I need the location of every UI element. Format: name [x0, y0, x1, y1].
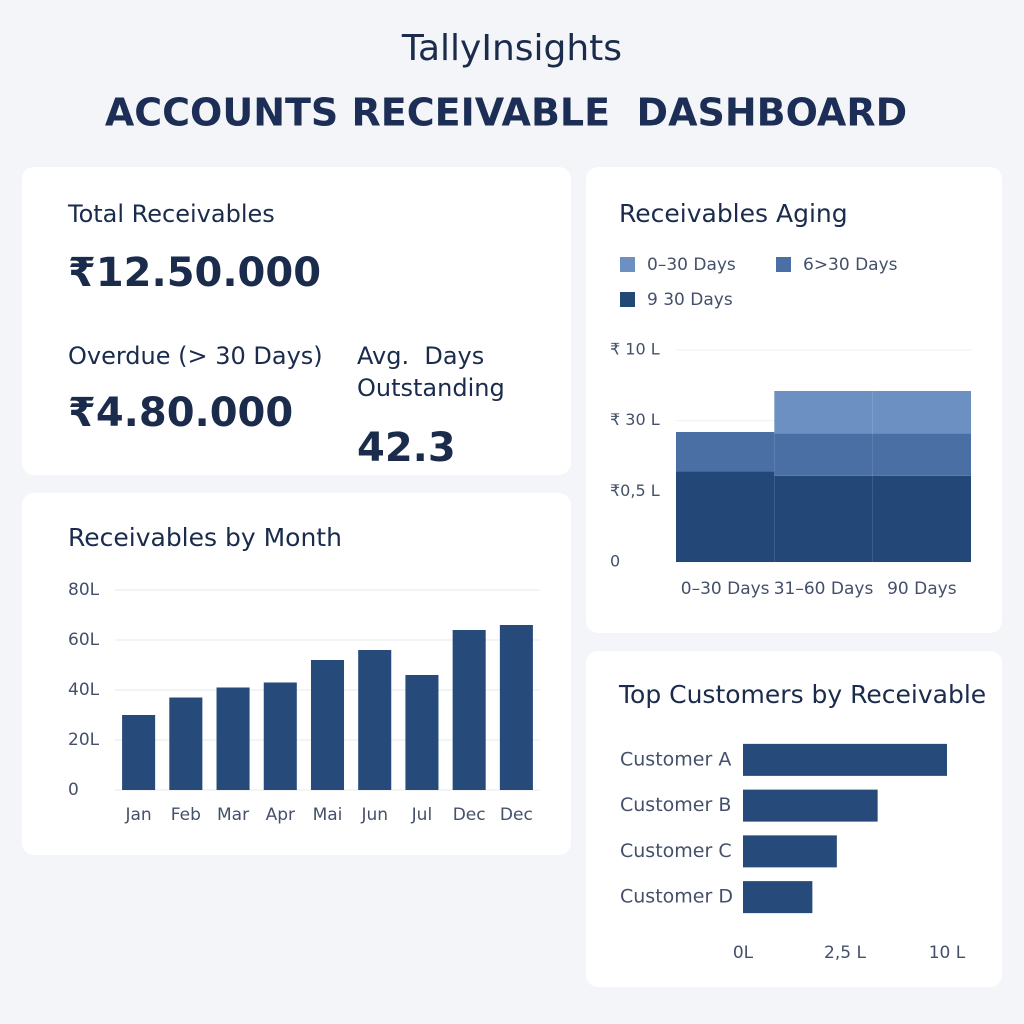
- x-tick-label: Mai: [313, 805, 343, 825]
- x-tick-label: 0–30 Days: [681, 579, 770, 599]
- y-tick-label: 0: [68, 780, 79, 800]
- bar-segment: [872, 390, 971, 434]
- kpi-label: Overdue (> 30 Days): [68, 342, 323, 370]
- legend-label: 9 30 Days: [647, 290, 733, 310]
- bar: [358, 650, 392, 790]
- x-tick-label: 2,5 L: [824, 943, 866, 963]
- legend-swatch: [620, 257, 635, 272]
- x-tick-label: Feb: [171, 805, 201, 825]
- bar: [169, 697, 203, 790]
- bar: [122, 715, 156, 790]
- chart-title: Top Customers by Receivable: [618, 680, 986, 709]
- bar-segment: [774, 390, 873, 434]
- bar: [263, 682, 297, 790]
- y-tick-label: 20L: [68, 730, 100, 750]
- x-tick-label: Jun: [360, 805, 388, 825]
- bar: [743, 789, 878, 822]
- y-tick-label: 80L: [68, 580, 100, 600]
- kpi-value: ₹12.50.000: [68, 250, 321, 296]
- x-tick-label: 0L: [733, 943, 754, 963]
- kpi-card: [22, 167, 571, 475]
- chart-title: Receivables by Month: [68, 523, 342, 552]
- x-tick-label: 31–60 Days: [774, 579, 874, 599]
- app-title: TallyInsights: [401, 28, 622, 69]
- bar-segment: [872, 433, 971, 476]
- bar: [310, 660, 345, 790]
- kpi-label: Avg. Days Outstanding: [357, 342, 505, 402]
- x-tick-label: Jan: [125, 805, 152, 825]
- legend-label: 6>30 Days: [803, 255, 898, 275]
- kpi-value: ₹4.80.000: [68, 390, 293, 436]
- legend-swatch: [620, 292, 635, 307]
- x-tick-label: 10 L: [929, 943, 966, 963]
- bar-segment: [774, 433, 873, 476]
- kpi-label: Total Receivables: [67, 200, 275, 228]
- kpi-value: 42.3: [357, 425, 456, 471]
- bar-segment: [774, 475, 873, 562]
- y-tick-label: Customer D: [620, 886, 733, 908]
- y-tick-label: 0: [610, 552, 620, 571]
- bar: [452, 630, 486, 790]
- bar-segment: [872, 475, 971, 562]
- dashboard-title: ACCOUNTS RECEIVABLE DASHBOARD: [105, 91, 907, 135]
- y-tick-label: Customer A: [620, 748, 731, 770]
- legend-label: 0–30 Days: [647, 255, 736, 275]
- legend-swatch: [776, 257, 791, 272]
- x-tick-label: Mar: [217, 805, 249, 825]
- chart-title: Receivables Aging: [619, 199, 848, 228]
- x-tick-label: Apr: [266, 805, 295, 825]
- bar-segment: [676, 431, 775, 472]
- bar-segment: [676, 471, 775, 562]
- x-tick-label: 90 Days: [887, 579, 957, 599]
- y-tick-label: Customer B: [620, 794, 731, 816]
- y-tick-label: ₹0,5 L: [610, 481, 660, 500]
- y-tick-label: 60L: [68, 630, 100, 650]
- x-tick-label: Jul: [411, 805, 433, 825]
- bar: [405, 675, 439, 790]
- bar: [743, 743, 947, 776]
- y-tick-label: ₹ 10 L: [610, 340, 660, 359]
- x-tick-label: Dec: [500, 805, 533, 825]
- y-tick-label: Customer C: [620, 840, 732, 862]
- y-tick-label: 40L: [68, 680, 100, 700]
- bar: [743, 835, 837, 868]
- y-tick-label: ₹ 30 L: [610, 410, 660, 429]
- bar: [743, 881, 813, 914]
- bar: [216, 687, 250, 790]
- bar: [499, 625, 533, 790]
- x-tick-label: Dec: [453, 805, 486, 825]
